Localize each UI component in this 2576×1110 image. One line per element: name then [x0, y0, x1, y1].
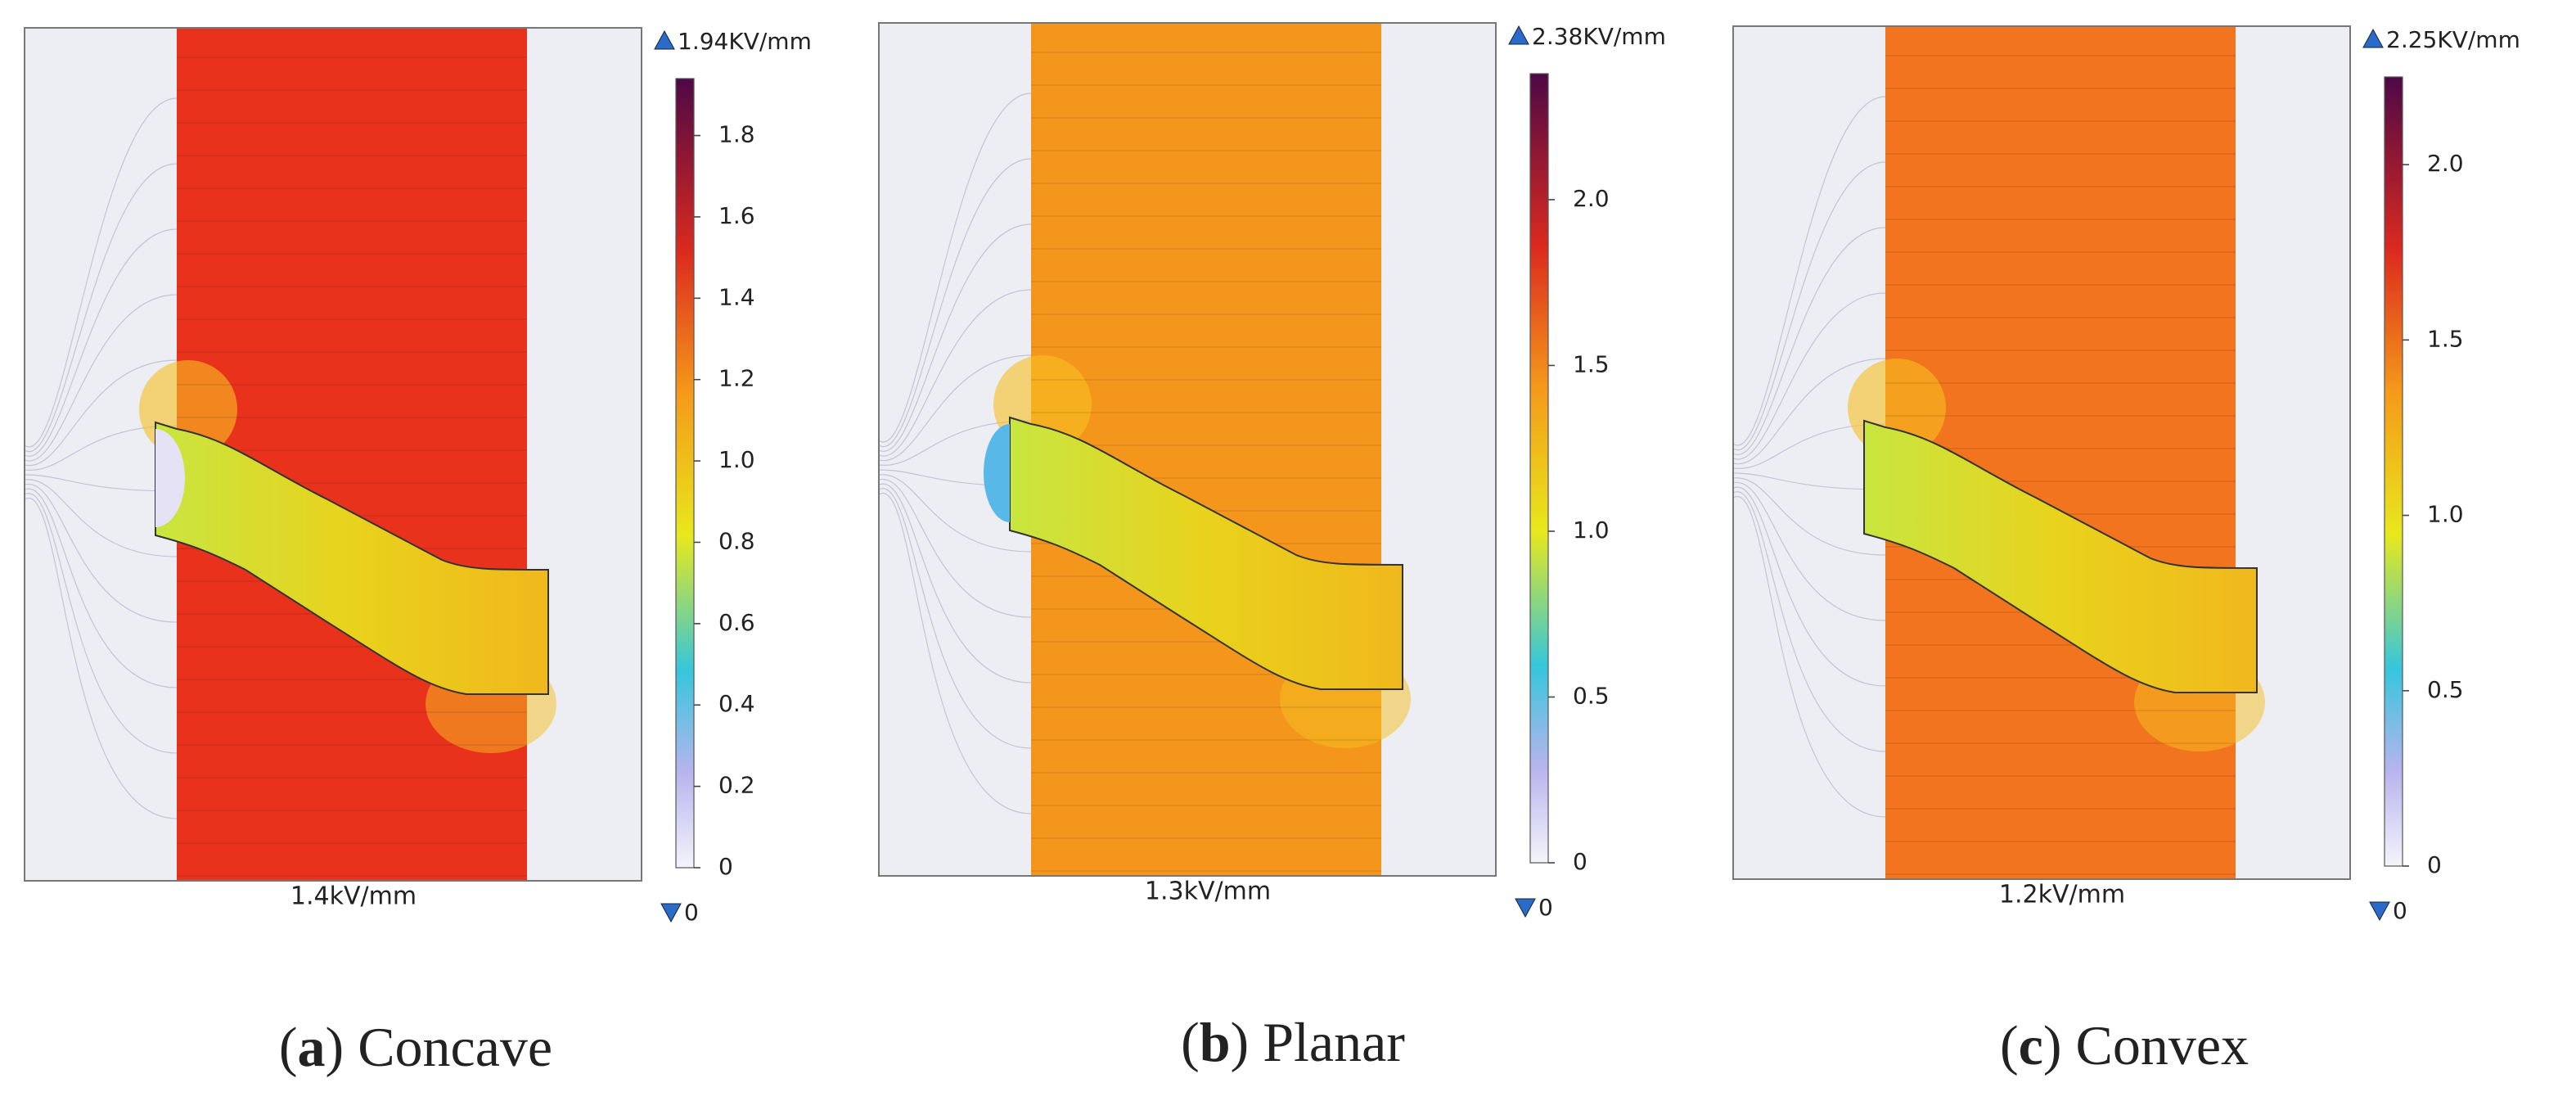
- plot-frame: [878, 22, 1497, 877]
- field-line: [878, 223, 1032, 452]
- field-line: [24, 493, 178, 754]
- field-line: [878, 483, 1032, 684]
- min-marker: [1515, 898, 1536, 918]
- panel: 0 0.5 1.0 1.5 2.0 2.25KV/mm 0 1.2kV/mm (c) Conve…: [1732, 25, 2520, 1076]
- colorbar-tick-label: 0: [718, 853, 733, 880]
- caption: (b) Planar: [1181, 1011, 1405, 1073]
- field-line: [1732, 495, 1886, 818]
- colorbar-tick-label: 1.0: [2427, 501, 2464, 528]
- field-line: [878, 92, 1032, 443]
- field-label: 1.4kV/mm: [290, 882, 417, 911]
- field-line: [878, 354, 1032, 462]
- caption-name: Planar: [1263, 1011, 1405, 1073]
- field-line: [24, 474, 178, 492]
- field-line: [1732, 358, 1886, 465]
- colorbar-tick-label: 1.4: [718, 283, 755, 310]
- field-line: [878, 488, 1032, 749]
- colorbar-tick-label: 1.0: [1573, 517, 1610, 544]
- field-line: [1732, 477, 1886, 556]
- caption-name: Concave: [358, 1016, 552, 1078]
- min-marker: [660, 903, 682, 923]
- field-line: [1732, 486, 1886, 687]
- field-line: [1732, 292, 1886, 460]
- field-line: [878, 158, 1032, 448]
- field-line: [878, 289, 1032, 457]
- field-line: [878, 474, 1032, 553]
- inclusion: [1863, 419, 2258, 693]
- max-label: 2.25KV/mm: [2386, 26, 2520, 53]
- field-line: [24, 479, 178, 557]
- colorbar-tick-label: 1.6: [718, 202, 755, 229]
- inclusion: [155, 421, 549, 695]
- plot-frame: [24, 27, 642, 882]
- colorbar-tick-label: 0.6: [718, 609, 755, 636]
- field-line: [24, 488, 178, 688]
- colorbar-tick-label: 0.2: [718, 772, 755, 799]
- field-line: [1732, 161, 1886, 451]
- field-line: [1732, 472, 1886, 490]
- colorbar-tick-label: 0.8: [718, 527, 755, 554]
- panel: 0 0.5 1.0 1.5 2.0 2.38KV/mm 0 1.3kV/mm (b) Plana…: [878, 22, 1666, 1073]
- colorbar-tick-label: 0.5: [2427, 676, 2464, 703]
- colorbar-tick-label: 1.5: [1573, 350, 1610, 377]
- min-marker: [2369, 901, 2390, 922]
- field-line: [24, 294, 178, 462]
- field-line: [1732, 482, 1886, 621]
- field-line: [24, 359, 178, 467]
- field-label: 1.2kV/mm: [1999, 881, 2125, 909]
- colorbar-tick-label: 0.4: [718, 690, 755, 717]
- colorbar-tick-label: 2.0: [2427, 150, 2464, 177]
- caption: (a) Concave: [279, 1016, 552, 1078]
- max-label: 1.94KV/mm: [678, 28, 812, 55]
- field-line: [1732, 96, 1886, 446]
- min-label: 0: [1538, 894, 1553, 921]
- field-label: 1.3kV/mm: [1145, 878, 1271, 906]
- max-marker: [654, 29, 675, 50]
- field-line: [878, 492, 1032, 814]
- caption-name: Convex: [2075, 1014, 2249, 1076]
- colorbar: [675, 78, 695, 869]
- colorbar-tick-label: 0: [2427, 851, 2442, 878]
- field-line: [1732, 227, 1886, 455]
- panel: 0 0.2 0.4 0.6 0.8 1.0 1.2 1.4 1.6 1.8 1.94KV/mm 0 1.…: [24, 27, 812, 1078]
- plot-frame: [1732, 25, 2351, 880]
- field-line: [24, 497, 178, 819]
- colorbar-tick-label: 1.2: [718, 365, 755, 392]
- field-line: [1732, 491, 1886, 752]
- field-line: [24, 484, 178, 623]
- inclusion: [1009, 416, 1403, 690]
- caption: (c) Convex: [2000, 1014, 2249, 1076]
- electrode-tip: [984, 424, 1010, 522]
- max-marker: [1508, 25, 1529, 45]
- colorbar-tick-label: 1.0: [718, 446, 755, 473]
- colorbar-tick-label: 2.0: [1573, 185, 1610, 212]
- colorbar-tick-label: 0: [1573, 848, 1587, 875]
- max-label: 2.38KV/mm: [1532, 23, 1666, 50]
- caption-letter: a: [298, 1016, 326, 1078]
- electrode-tip: [155, 429, 185, 527]
- field-line: [24, 163, 178, 453]
- min-label: 0: [684, 899, 699, 926]
- field-line: [24, 97, 178, 448]
- colorbar-tick-label: 1.5: [2427, 325, 2464, 352]
- colorbar-tick-label: 0.5: [1573, 682, 1610, 709]
- colorbar-tick-label: 1.8: [718, 121, 755, 148]
- field-line: [24, 228, 178, 457]
- caption-letter: b: [1200, 1011, 1231, 1073]
- min-label: 0: [2393, 897, 2407, 924]
- field-line: [878, 479, 1032, 618]
- colorbar: [2384, 76, 2403, 867]
- caption-letter: c: [2019, 1014, 2043, 1076]
- colorbar: [1529, 73, 1549, 864]
- max-marker: [2362, 28, 2384, 48]
